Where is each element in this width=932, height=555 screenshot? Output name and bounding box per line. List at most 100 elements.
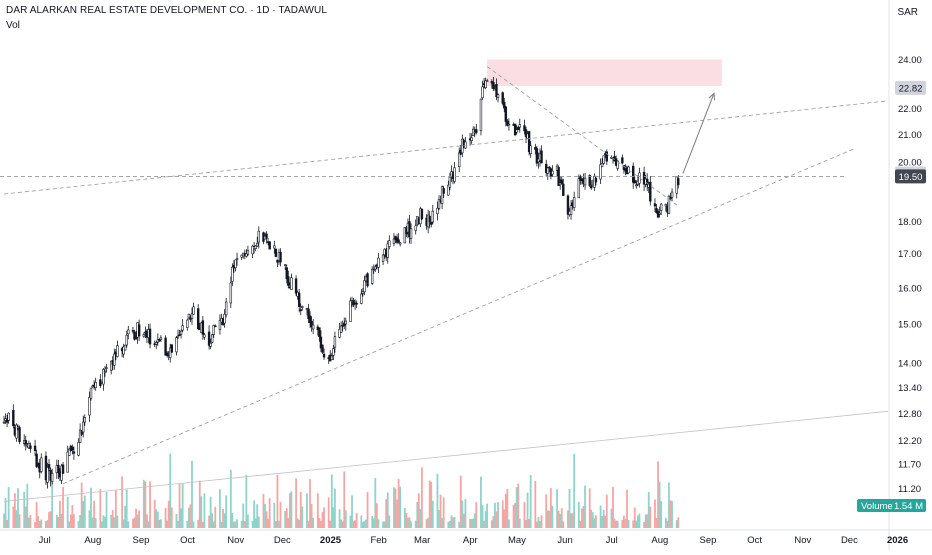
volume-bar — [77, 520, 80, 528]
volume-bar — [638, 513, 641, 528]
volume-bar — [80, 482, 83, 528]
volume-bar — [138, 510, 141, 528]
candle-body — [265, 233, 268, 239]
candle-body — [330, 355, 334, 360]
volume-bar — [567, 510, 569, 528]
candle-body — [319, 336, 323, 349]
candle-body — [105, 367, 108, 369]
candle-body — [381, 254, 385, 262]
candle-body — [159, 337, 163, 340]
price-tick-label: 12.80 — [898, 409, 922, 420]
volume-bar — [560, 508, 563, 528]
volume-bar — [344, 510, 347, 528]
volume-bar — [40, 519, 43, 528]
volume-bar — [571, 513, 574, 528]
volume-bar — [361, 521, 364, 528]
candle-body — [616, 160, 619, 169]
volume-bar — [394, 488, 397, 528]
time-tick-label: Oct — [180, 535, 195, 546]
volume-bar — [211, 513, 214, 528]
volume-bar — [265, 511, 268, 528]
candle-body — [311, 324, 315, 330]
candle-body — [123, 344, 127, 351]
candle-body — [170, 344, 173, 353]
candle-body — [307, 308, 310, 320]
candle-body — [339, 325, 343, 333]
volume-bar — [220, 521, 223, 528]
volume-bar — [539, 521, 541, 528]
time-tick-label: 2025 — [320, 535, 342, 546]
volume-bar — [338, 509, 341, 528]
candle-body — [360, 293, 363, 304]
candle-body — [414, 225, 417, 231]
volume-bar — [214, 506, 217, 528]
volume-bar — [62, 487, 64, 528]
volume-bar — [225, 495, 228, 528]
time-tick-label: Jul — [39, 535, 51, 546]
volume-bar — [59, 500, 61, 528]
volume-bar — [201, 521, 204, 528]
volume-bar — [428, 480, 431, 528]
volume-bar — [421, 467, 423, 528]
volume-bar — [268, 498, 271, 528]
volume-bar — [632, 520, 635, 528]
volume-bar — [240, 520, 243, 528]
volume-bar — [253, 500, 256, 528]
candle-body — [420, 209, 424, 220]
time-tick-label: Mar — [414, 535, 430, 546]
projection-arrow-head — [708, 92, 716, 101]
candle-body — [458, 152, 461, 168]
volume-bar — [167, 500, 170, 528]
volume-bar — [590, 509, 593, 528]
time-tick-label: Oct — [747, 535, 762, 546]
volume-bar — [332, 507, 335, 528]
candle-body — [94, 382, 97, 388]
volume-bar — [209, 496, 212, 528]
volume-bar — [414, 520, 417, 528]
candle-body — [594, 178, 598, 183]
volume-bar — [69, 514, 72, 528]
volume-bar — [386, 492, 389, 528]
volume-bar — [243, 521, 246, 528]
volume-bar — [383, 521, 386, 528]
candle-body — [517, 126, 520, 130]
candle-body — [156, 339, 160, 343]
volume-bar — [55, 514, 58, 528]
candle-body — [635, 184, 638, 187]
candle-body — [71, 447, 74, 451]
volume-bar — [644, 514, 647, 528]
candle-body — [540, 150, 543, 164]
currency-label[interactable]: SAR — [897, 7, 918, 18]
volume-bar — [245, 474, 248, 528]
volume-bar — [579, 520, 582, 528]
volume-bar — [233, 521, 235, 528]
candle-body — [377, 257, 380, 268]
candle-body — [88, 396, 91, 416]
volume-bar — [256, 504, 259, 528]
time-tick-label: May — [508, 535, 526, 546]
candle-body — [437, 199, 441, 209]
candle-body — [190, 313, 194, 319]
candle-body — [61, 464, 65, 474]
volume-bar — [671, 500, 673, 528]
volume-bar — [51, 478, 54, 528]
volume-bar — [584, 485, 586, 528]
volume-bar — [461, 500, 464, 528]
price-tick-label: 16.00 — [898, 283, 922, 294]
candle-body — [224, 301, 228, 316]
candle-body — [398, 242, 402, 245]
volume-bar — [654, 499, 656, 528]
volume-bar — [635, 520, 638, 528]
volume-bar — [307, 520, 310, 528]
candle-body — [214, 325, 217, 328]
volume-bar — [48, 512, 50, 528]
volume-bar — [88, 510, 91, 528]
candle-body — [197, 308, 200, 329]
candle-body — [256, 242, 259, 247]
candle-body — [374, 266, 377, 270]
volume-bar — [189, 504, 192, 528]
volume-bar — [113, 517, 116, 528]
candle-body — [649, 181, 652, 202]
volume-bar — [588, 488, 591, 528]
